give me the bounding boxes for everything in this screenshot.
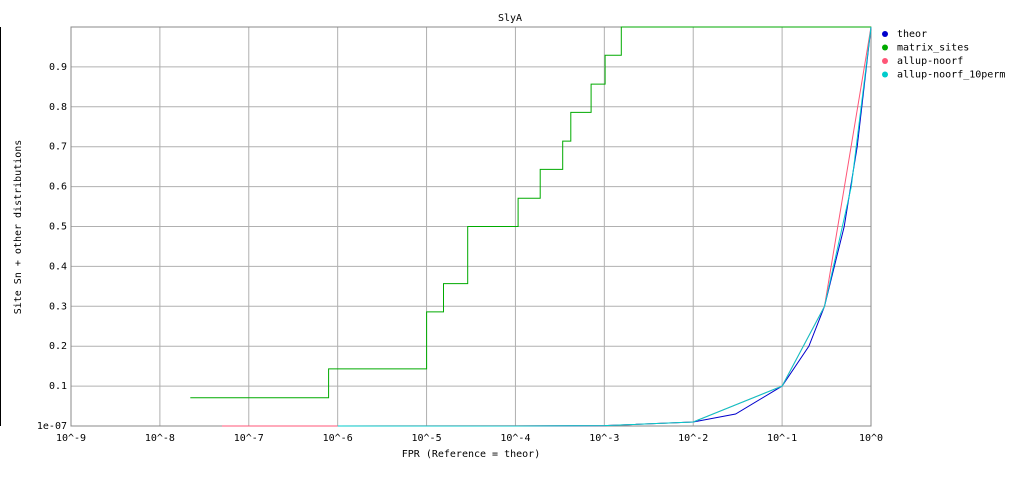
chart-title: SlyA <box>498 13 522 24</box>
legend-label: allup-noorf <box>897 56 963 67</box>
y-tick-label: 0.3 <box>49 301 67 312</box>
x-tick-label: 10^-5 <box>412 433 442 444</box>
legend-marker <box>882 31 888 37</box>
y-axis-label: Site Sn + other distributions <box>13 140 24 315</box>
legend-marker <box>882 58 888 64</box>
x-tick-label: 10^-2 <box>678 433 708 444</box>
x-tick-label: 10^-3 <box>589 433 619 444</box>
legend-label: matrix_sites <box>897 43 969 54</box>
series-line <box>337 26 872 427</box>
x-tick-label: 10^-4 <box>500 433 530 444</box>
x-tick-label: 10^-1 <box>767 433 797 444</box>
y-tick-label: 0.8 <box>49 102 67 113</box>
legend-marker <box>882 71 888 78</box>
y-tick-label: 0.5 <box>49 222 67 233</box>
y-tick-label: 0.1 <box>49 381 67 392</box>
y-tick-label: 0.9 <box>49 62 67 73</box>
x-tick-label: 10^-9 <box>56 433 86 444</box>
series-line <box>190 26 871 399</box>
x-tick-label: 10^-8 <box>145 433 175 444</box>
x-tick-label: 10^-7 <box>234 433 264 444</box>
y-tick-label: 0.2 <box>49 341 67 352</box>
legend-label: allup-noorf_10perm <box>897 70 1005 81</box>
x-tick-label: 10^-6 <box>323 433 353 444</box>
y-tick-label: 1e-07 <box>37 421 67 432</box>
y-tick-label: 0.4 <box>49 261 67 272</box>
y-tick-label: 0.7 <box>49 142 67 153</box>
legend-label: theor <box>897 29 927 40</box>
x-tick-label: 10^0 <box>859 433 883 444</box>
x-axis-label: FPR (Reference = theor) <box>402 449 540 460</box>
y-tick-label: 0.6 <box>49 182 67 193</box>
legend-marker <box>882 44 888 51</box>
